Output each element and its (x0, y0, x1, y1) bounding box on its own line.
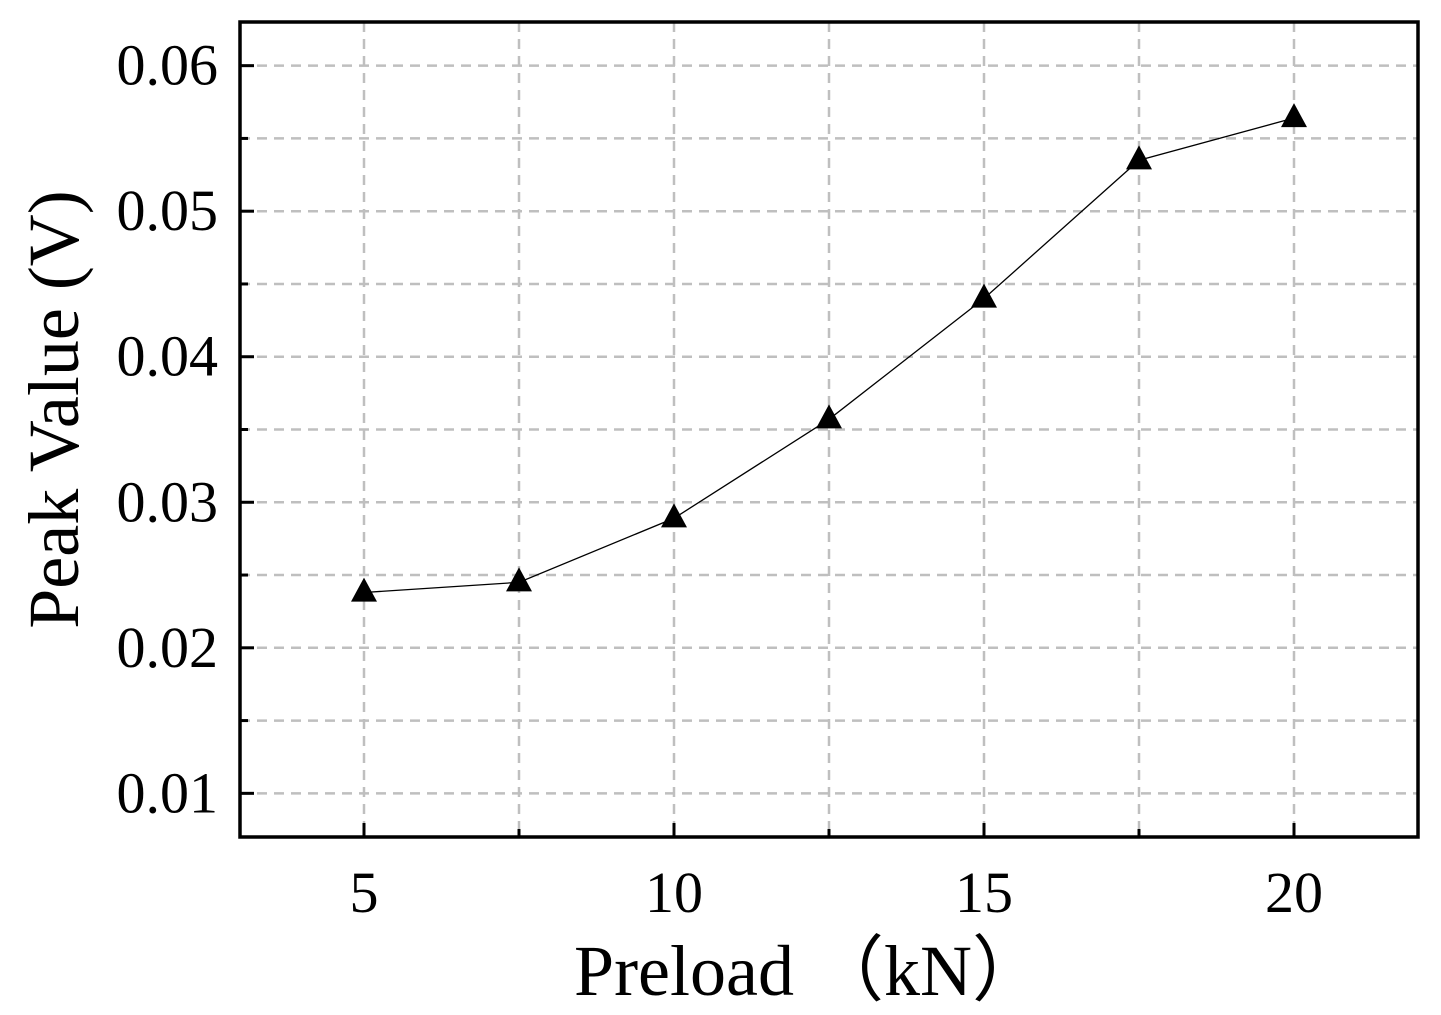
x-tick-label: 10 (645, 860, 703, 925)
x-tick-label: 5 (350, 860, 379, 925)
data-point-marker (506, 567, 532, 592)
y-tick-label: 0.04 (117, 324, 219, 389)
x-tick-label: 15 (955, 860, 1013, 925)
data-point-marker (661, 503, 687, 528)
x-axis-title: Preload （kN） (574, 931, 1044, 1011)
y-tick-label: 0.01 (117, 760, 219, 825)
data-point-marker (1281, 103, 1307, 128)
y-tick-label: 0.02 (117, 615, 219, 680)
grid-lines (240, 22, 1418, 837)
y-tick-label: 0.03 (117, 469, 219, 534)
y-tick-label: 0.05 (117, 178, 219, 243)
y-axis-title: Peak Value (V) (14, 190, 94, 629)
series-layer (351, 103, 1307, 602)
data-point-marker (1126, 145, 1152, 170)
y-tick-label: 0.06 (117, 33, 219, 98)
data-point-marker (816, 404, 842, 429)
axes (238, 20, 1420, 839)
data-point-marker (351, 577, 377, 602)
data-point-marker (971, 283, 997, 308)
tick-labels: 5 10 15 20 0.01 0.02 0.03 0.04 0.05 0.06 (117, 33, 1324, 925)
x-tick-label: 20 (1265, 860, 1323, 925)
